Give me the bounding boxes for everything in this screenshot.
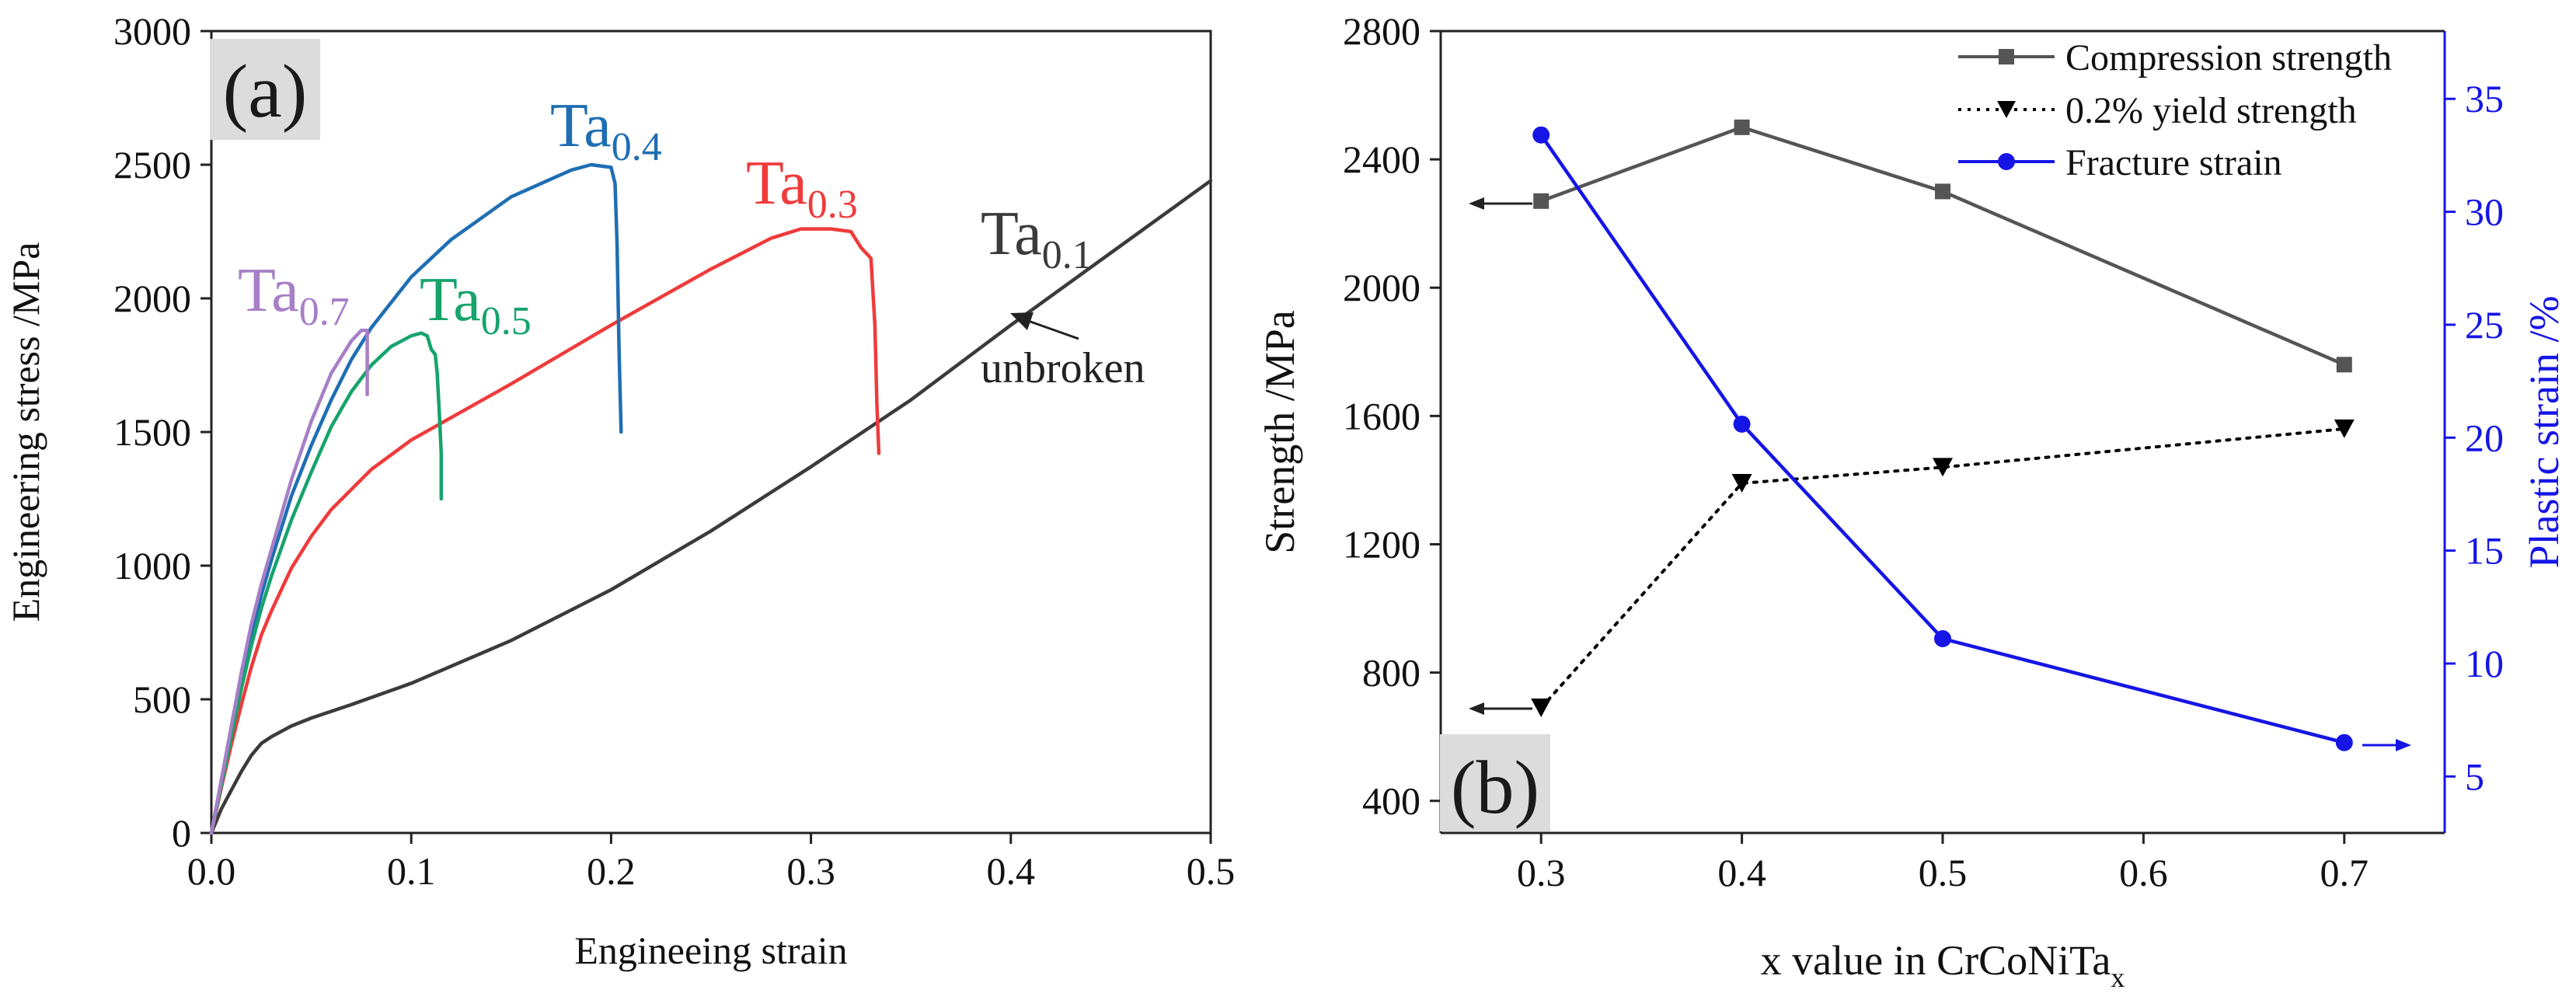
panel-b-right-tick-label: 10 — [2465, 642, 2504, 685]
panel-b-right-tick-label: 20 — [2465, 416, 2504, 459]
panel-a-y-tick-label: 2000 — [113, 277, 191, 320]
svg-text:Compression strength: Compression strength — [2065, 37, 2392, 78]
panel-b-left-tick-label: 1200 — [1343, 522, 1420, 566]
panel-b-left-tick-label: 1600 — [1343, 394, 1420, 437]
series-line-fracture-strain — [1539, 134, 2345, 744]
annotation-unbroken: unbroken — [981, 344, 1145, 392]
series-label-ta04: Ta0.4 — [550, 92, 662, 169]
svg-text:Fracture strain: Fracture strain — [2065, 142, 2282, 183]
panel-b-series — [1531, 119, 2355, 751]
panel-a-y-tick-label: 2500 — [113, 143, 191, 186]
series-label-ta05: Ta0.5 — [420, 266, 532, 343]
series-label-ta01: Ta0.1 — [981, 200, 1093, 277]
data-point-compression-strength — [1734, 119, 1750, 135]
panel-b-left-axis-title: Strength /MPa — [1257, 310, 1303, 554]
panel-b-label-box — [1440, 734, 1550, 831]
panel-b-right-tick-label: 30 — [2465, 190, 2504, 234]
panel-a-x-tick-label: 0.0 — [187, 849, 236, 893]
panel-a-tick-marks — [200, 30, 1212, 844]
panel-b-chart: 0.3 0.4 0.5 0.6 0.7 400 800 1200 1600 2000 2400 280… — [1257, 9, 2567, 993]
data-point-0-2-yield-strength — [1933, 458, 1953, 477]
panel-a-y-tick-label: 1500 — [113, 410, 191, 454]
data-point-fracture-strain — [1934, 629, 1951, 647]
panel-a-x-axis-title: Engineeing strain — [574, 929, 847, 972]
panel-b-x-tick-label: 0.4 — [1717, 851, 1766, 894]
panel-b-left-tick-label: 400 — [1362, 779, 1420, 823]
panel-a-label-box — [210, 39, 320, 140]
panel-b-x-tick-label: 0.6 — [2119, 851, 2168, 894]
panel-b-label: (b) — [1451, 746, 1539, 830]
panel-b-left-tick-label: 2400 — [1343, 138, 1420, 181]
panel-b-right-axis-title: Plastic strain /% — [2521, 296, 2567, 569]
legend-item-yield: 0.2% yield strength — [1958, 90, 2357, 131]
svg-text:0.2% yield strength: 0.2% yield strength — [2065, 90, 2357, 131]
panel-b-x-tick-label: 0.3 — [1517, 851, 1566, 894]
panel-a-x-tick-label: 0.2 — [587, 849, 636, 893]
panel-b-right-tick-label: 5 — [2465, 754, 2484, 798]
panel-a-plot-frame — [210, 30, 1212, 834]
panel-b-left-tick-label: 800 — [1362, 651, 1420, 695]
data-point-0-2-yield-strength — [1531, 699, 1552, 718]
panel-a-label: (a) — [223, 50, 308, 134]
arrow-yield-to-left-axis — [1469, 702, 1532, 715]
series-line-ta0-5 — [209, 331, 444, 835]
panel-b-right-tick-label: 25 — [2465, 303, 2504, 347]
data-point-0-2-yield-strength — [1731, 474, 1752, 493]
panel-a-x-tick-label: 0.4 — [987, 849, 1036, 893]
series-label-ta07: Ta0.7 — [238, 256, 350, 334]
panel-b-right-tick-label: 35 — [2465, 77, 2504, 120]
panel-b-tick-labels: 0.3 0.4 0.5 0.6 0.7 400 800 1200 1600 2000 2400 280… — [1343, 9, 2504, 894]
legend-item-compression: Compression strength — [1958, 37, 2392, 78]
series-line-ta0-4 — [209, 162, 623, 835]
data-point-fracture-strain — [2335, 733, 2353, 751]
data-point-compression-strength — [2336, 357, 2352, 373]
panel-a-y-tick-label: 500 — [133, 678, 191, 721]
panel-a-y-tick-label: 0 — [172, 811, 191, 855]
panel-b-tick-marks — [1430, 30, 2456, 844]
panel-a-x-tick-label: 0.5 — [1187, 849, 1236, 893]
data-point-compression-strength — [1935, 183, 1950, 200]
panel-b-x-tick-label: 0.5 — [1919, 851, 1968, 894]
series-label-ta03: Ta0.3 — [746, 149, 858, 227]
panel-a-series — [209, 162, 1213, 835]
data-point-compression-strength — [1533, 193, 1549, 209]
panel-b-x-tick-label: 0.7 — [2320, 851, 2369, 894]
series-line-ta0-7 — [209, 329, 369, 835]
series-line-ta0-1 — [209, 179, 1213, 835]
legend-item-fracture: Fracture strain — [1958, 142, 2282, 183]
data-point-fracture-strain — [1733, 415, 1751, 433]
panel-a-y-tick-label: 1000 — [113, 544, 191, 587]
data-point-fracture-strain — [1532, 126, 1550, 144]
series-line-compression-strength — [1540, 125, 2345, 367]
series-line-ta0-3 — [209, 227, 881, 835]
panel-a-x-tick-label: 0.3 — [786, 849, 835, 893]
panel-b-right-tick-label: 15 — [2465, 529, 2504, 573]
panel-a-y-tick-label: 3000 — [113, 9, 191, 53]
panel-a-x-tick-label: 0.1 — [387, 849, 436, 893]
panel-a-y-axis-title: Engineering stress /MPa — [4, 242, 47, 622]
panel-a-tick-labels: 0.0 0.1 0.2 0.3 0.4 0.5 0 500 1000 1500 2000 2500 30… — [113, 9, 1235, 893]
panel-b-left-tick-label: 2000 — [1343, 266, 1420, 309]
series-line-0-2-yield-strength — [1539, 427, 2346, 709]
arrow-compression-to-left-axis — [1469, 197, 1532, 210]
unbroken-arrow-head — [1010, 312, 1034, 330]
panel-b-x-axis-title: x value in CrCoNiTax — [1761, 937, 2125, 993]
panel-b-left-tick-label: 2800 — [1343, 9, 1420, 53]
data-point-0-2-yield-strength — [2334, 419, 2355, 438]
arrow-fracture-to-right-axis — [2362, 739, 2411, 751]
panel-a-chart: 0.0 0.1 0.2 0.3 0.4 0.5 0 500 1000 1500 2000 2500 30… — [4, 9, 1235, 972]
legend: Compression strength 0.2% yield strength… — [1958, 37, 2392, 183]
